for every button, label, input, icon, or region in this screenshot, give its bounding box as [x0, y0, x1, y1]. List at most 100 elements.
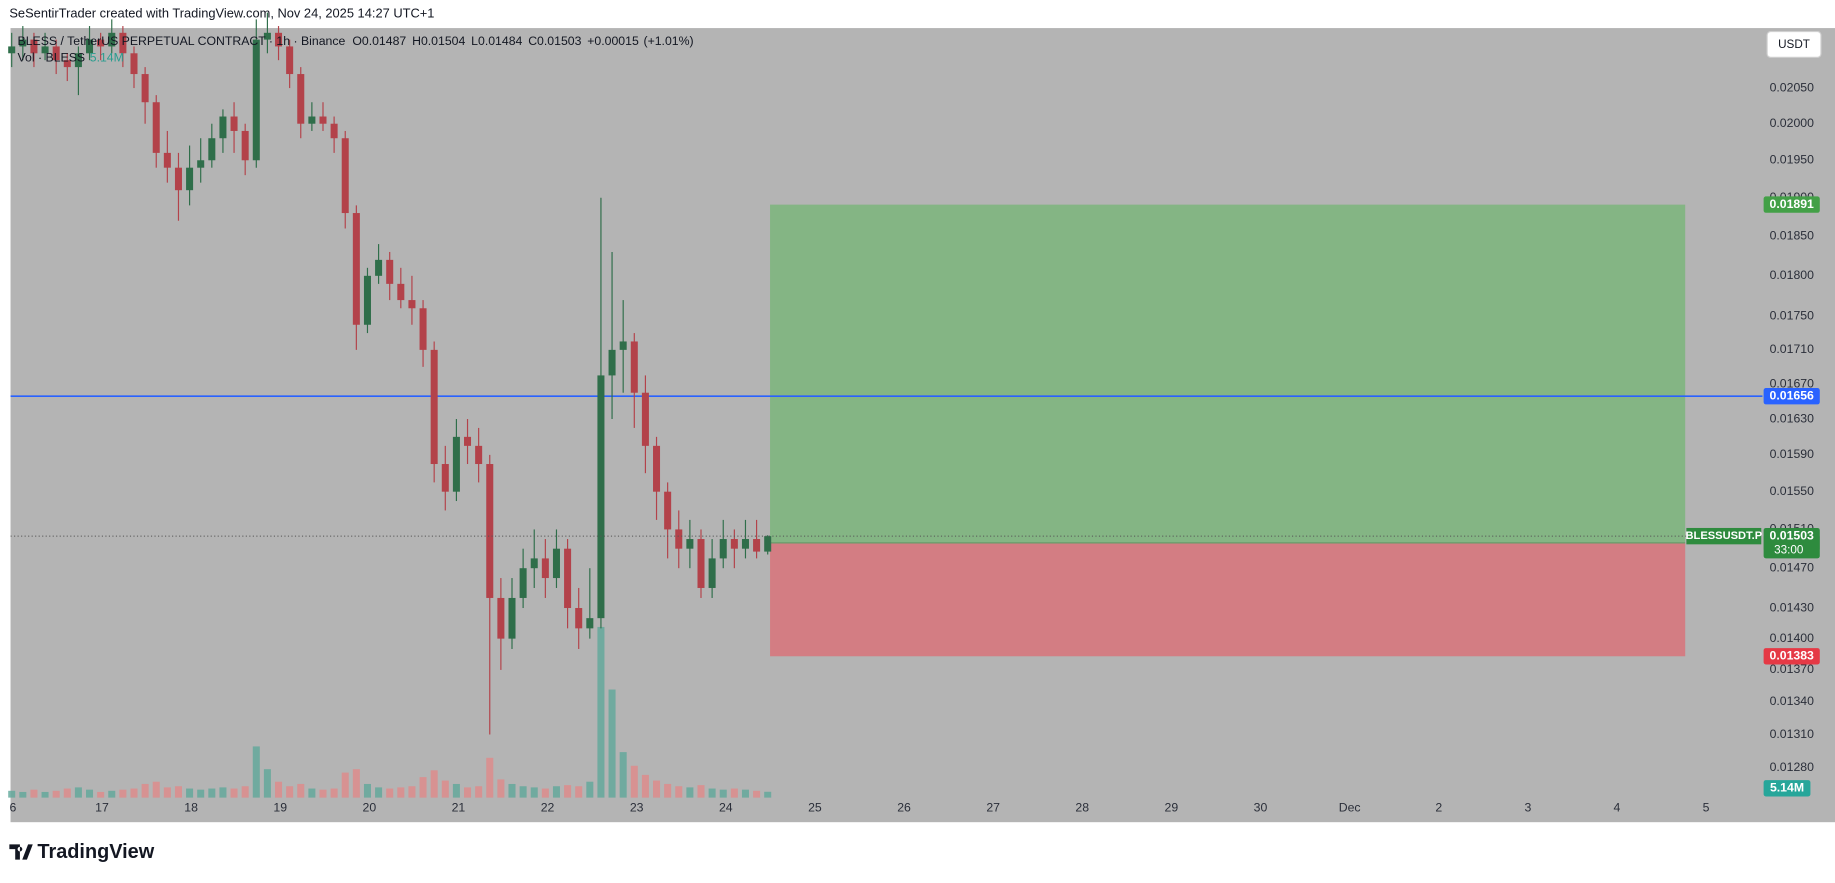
- candle-body: [386, 259, 394, 284]
- candle-body: [63, 60, 71, 68]
- candle-body: [697, 539, 705, 588]
- ohlc-key: C: [528, 34, 537, 48]
- candle-body: [97, 39, 105, 47]
- volume-bar: [397, 787, 405, 798]
- candle-body: [19, 39, 27, 47]
- y-tick-label: 0.01370: [1770, 662, 1815, 676]
- volume-tag: 5.14M: [1770, 781, 1804, 795]
- y-tick-label: 0.01470: [1770, 560, 1815, 574]
- volume-bar: [30, 789, 38, 798]
- countdown: 33:00: [1774, 543, 1804, 556]
- volume-bar: [174, 786, 182, 798]
- x-tick-label: 25: [808, 800, 822, 814]
- y-tick-label: 0.01710: [1770, 342, 1815, 356]
- volume-bar: [586, 781, 594, 798]
- attribution: SeSentirTrader created with TradingView.…: [9, 5, 434, 20]
- candle-body: [564, 548, 572, 609]
- ohlc-key: L: [471, 34, 478, 48]
- x-tick-label: 27: [986, 800, 1000, 814]
- volume-bar: [41, 791, 49, 798]
- volume-bar: [486, 757, 494, 798]
- volume-bar: [653, 780, 661, 798]
- y-tick-label: 0.01400: [1770, 631, 1815, 645]
- x-tick-label: 6: [9, 800, 16, 814]
- x-tick-label: 2: [1435, 800, 1442, 814]
- volume-bar: [641, 774, 649, 798]
- volume-bar: [519, 786, 527, 798]
- volume-bar: [464, 787, 472, 798]
- candle-body: [52, 46, 60, 61]
- volume-title: Vol · BLESS: [18, 51, 86, 65]
- candle-body: [30, 39, 38, 54]
- candle-body: [197, 160, 205, 168]
- ohlc-key: H: [412, 34, 421, 48]
- candle-body: [208, 138, 216, 161]
- currency-label[interactable]: USDT: [1778, 38, 1810, 51]
- volume-bar: [130, 788, 138, 798]
- ohlc-value: 0.01484: [478, 34, 523, 48]
- candle-body: [141, 74, 149, 103]
- y-tick-label: 0.02050: [1770, 80, 1815, 94]
- candle-body: [219, 116, 227, 139]
- candle-body: [286, 46, 294, 75]
- candle-body: [330, 123, 338, 139]
- volume-bar: [186, 788, 194, 798]
- candle-body: [719, 539, 727, 559]
- volume-bar: [697, 785, 705, 798]
- candle-body: [74, 53, 82, 68]
- overlay: 0.020500.020000.019500.019000.018500.018…: [9, 80, 1820, 814]
- ohlc-value: 0.01504: [421, 34, 466, 48]
- volume-bar: [308, 788, 316, 798]
- volume-bar: [208, 788, 216, 798]
- volume-bar: [141, 783, 149, 798]
- volume-bar: [386, 788, 394, 798]
- candle-body: [174, 167, 182, 191]
- candle-body: [741, 539, 749, 549]
- stop-label-box: [1763, 648, 1820, 665]
- candle-body: [375, 259, 383, 276]
- volume-bar: [597, 626, 605, 798]
- stop-label: 0.01383: [1770, 649, 1815, 663]
- ohlc-value: 0.01503: [537, 34, 582, 48]
- target-label: 0.01891: [1770, 197, 1815, 211]
- candle-body: [475, 445, 483, 465]
- ohlc-value: 0.01487: [362, 34, 407, 48]
- volume-bar: [686, 787, 694, 798]
- volume-bar: [452, 783, 460, 798]
- x-tick-label: 19: [273, 800, 287, 814]
- volume-bar: [764, 791, 772, 798]
- currency-button[interactable]: [1766, 30, 1822, 58]
- volume-bar: [719, 789, 727, 798]
- x-tick-label: 20: [363, 800, 377, 814]
- candle-body: [86, 39, 94, 54]
- loss-zone: [770, 542, 1686, 657]
- brand-name: TradingView: [37, 841, 154, 863]
- volume-bar: [630, 765, 638, 798]
- x-tick-label: 23: [630, 800, 644, 814]
- candle-body: [241, 130, 249, 161]
- volume-bar: [219, 787, 227, 798]
- volume-bar: [608, 689, 616, 798]
- x-tick-label: 17: [95, 800, 109, 814]
- y-tick-label: 0.01340: [1770, 694, 1815, 708]
- volume-bar: [530, 787, 538, 798]
- volume-bar: [508, 783, 516, 798]
- y-tick-label: 0.01310: [1770, 727, 1815, 741]
- candle-body: [130, 53, 138, 75]
- symbol-tag: BLESSUSDT.P: [1686, 530, 1763, 542]
- last-price-label: 0.01503: [1770, 528, 1815, 542]
- change-pct: (+1.01%): [643, 34, 693, 48]
- volume-bar: [286, 786, 294, 798]
- candle-body: [664, 491, 672, 530]
- candle-body: [152, 102, 160, 153]
- candle-body: [641, 392, 649, 446]
- symbol-tag-box: [1686, 527, 1762, 545]
- candle-body: [541, 558, 549, 579]
- volume-bar: [263, 769, 271, 798]
- x-tick-label: 30: [1254, 800, 1268, 814]
- volume-bar: [241, 786, 249, 798]
- volume-bar: [730, 788, 738, 798]
- candle-body: [530, 558, 538, 569]
